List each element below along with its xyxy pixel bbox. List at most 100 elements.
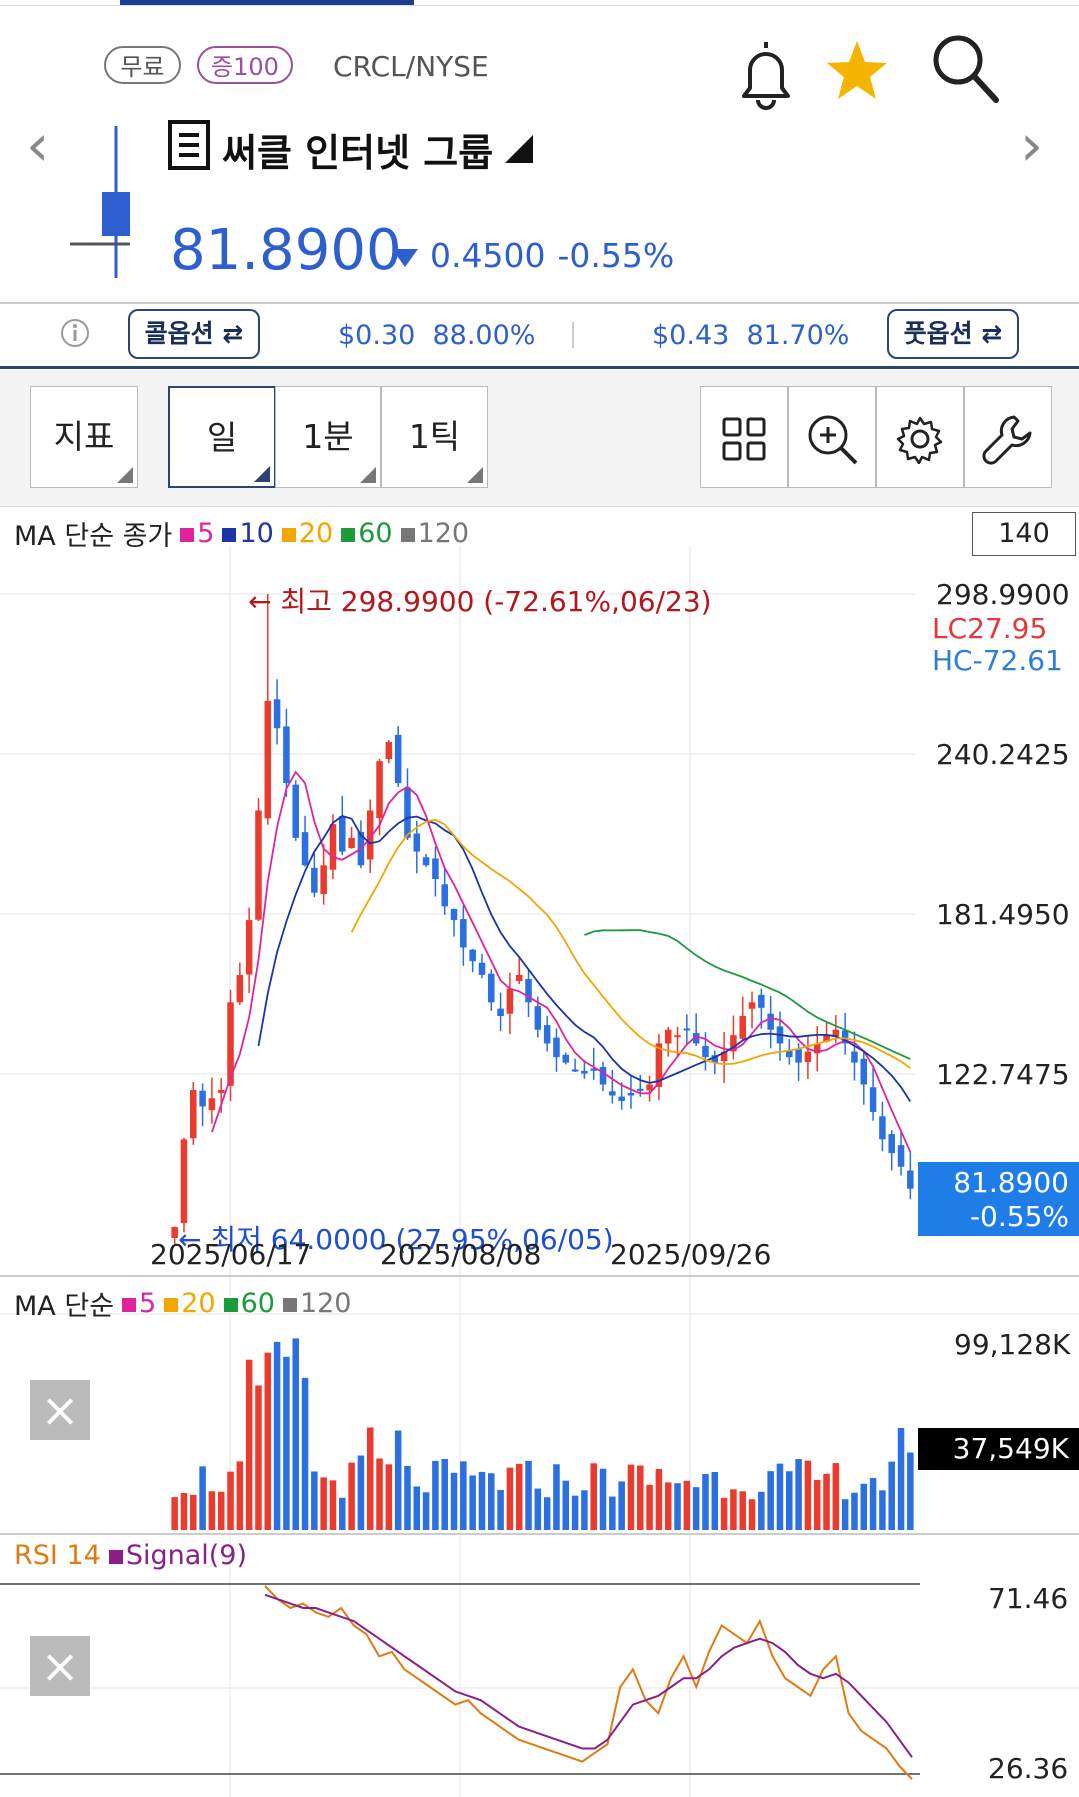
divider (572, 322, 574, 348)
one-tick-button[interactable]: 1틱 (381, 386, 488, 488)
free-badge: 무료 (104, 46, 181, 84)
volume-bar (357, 1455, 365, 1530)
candle-body (767, 1013, 774, 1030)
next-stock-chevron-icon[interactable]: › (1020, 111, 1044, 179)
prev-stock-chevron-icon[interactable]: ‹ (26, 111, 50, 179)
rsi-legend[interactable]: RSI 14 Signal(9) (14, 1540, 247, 1571)
layout-grid-button[interactable] (700, 386, 788, 488)
volume-bar (860, 1483, 868, 1530)
x-tick: 2025/09/26 (610, 1238, 772, 1271)
volume-bar (739, 1491, 746, 1530)
volume-ma-legend[interactable]: MA 단순 5 20 60 120 (14, 1284, 351, 1323)
call-option-button[interactable]: 콜옵션 ⇄ (128, 309, 260, 359)
daily-period-button[interactable]: 일 (168, 386, 276, 488)
volume-bar (180, 1493, 188, 1530)
volume-bar (897, 1428, 905, 1530)
volume-bar (255, 1385, 262, 1530)
call-price: $0.30 (338, 320, 416, 351)
volume-y-tick: 99,128K (954, 1328, 1071, 1361)
settings-button[interactable] (876, 386, 964, 488)
candle-icon (68, 126, 130, 278)
volume-bar (655, 1468, 663, 1530)
volume-bar (711, 1471, 719, 1530)
search-icon[interactable] (930, 32, 1000, 104)
call-option-label: 콜옵션 (144, 319, 214, 348)
candle-body (609, 1091, 616, 1096)
volume-bar (301, 1377, 309, 1530)
lc-label: LC27.95 (932, 612, 1048, 645)
put-pct: 81.70% (746, 320, 850, 351)
candle-body (618, 1096, 625, 1101)
divider (0, 506, 1079, 507)
volume-bar (534, 1488, 542, 1530)
one-minute-button[interactable]: 1분 (275, 386, 381, 488)
put-price: $0.43 (652, 320, 730, 351)
candle-body (236, 974, 244, 1003)
volume-bar (478, 1471, 486, 1530)
candle-body (702, 1046, 709, 1058)
candle-body (450, 908, 458, 921)
rsi-label: RSI 14 (14, 1540, 101, 1571)
info-icon[interactable] (60, 318, 90, 348)
candle-body (273, 699, 281, 729)
stock-title[interactable]: 써클 인터넷 그룹 (168, 120, 534, 179)
volume-bar (543, 1497, 551, 1530)
price-chart[interactable] (0, 506, 1079, 1797)
volume-bar (832, 1463, 840, 1530)
one-minute-label: 1분 (302, 417, 354, 456)
volume-bar (646, 1484, 653, 1530)
volume-bar (618, 1481, 625, 1530)
price-ma-legend[interactable]: MA 단순 종가 5 10 20 60 120 (14, 514, 469, 553)
close-volume-panel-icon[interactable]: × (30, 1380, 90, 1440)
volume-bar (599, 1468, 607, 1530)
volume-bar (236, 1461, 244, 1530)
volume-bar (692, 1487, 700, 1530)
close-rsi-panel-icon[interactable]: × (30, 1636, 90, 1696)
price-y-tick: 122.7475 (936, 1058, 1070, 1091)
candle-body (208, 1098, 216, 1111)
price-y-tick: 181.4950 (936, 898, 1070, 931)
list-icon (168, 120, 210, 179)
candle-body (590, 1068, 597, 1071)
volume-bar (497, 1489, 504, 1530)
candle-body (711, 1055, 719, 1063)
bell-icon[interactable] (738, 38, 794, 110)
candle-body (525, 979, 532, 1003)
indicator-button[interactable]: 지표 (30, 386, 138, 488)
volume-bar (329, 1480, 337, 1530)
zoom-button[interactable] (788, 386, 876, 488)
tools-button[interactable] (964, 386, 1052, 488)
zoom-in-icon (808, 415, 858, 464)
volume-bar (571, 1495, 579, 1530)
candle-body (739, 1016, 746, 1039)
stock-name: 써클 인터넷 그룹 (222, 131, 494, 175)
refresh-icon: ⇄ (972, 319, 1003, 348)
volume-bar (190, 1494, 197, 1530)
volume-bar (441, 1458, 448, 1530)
candle-body (720, 1051, 728, 1062)
high-note: ← 최고 298.9900 (-72.61%,06/23) (248, 585, 712, 618)
candle-body (897, 1145, 905, 1167)
volume-bar (627, 1464, 635, 1530)
favorite-star-icon[interactable] (824, 38, 890, 104)
volume-bar (311, 1471, 318, 1530)
ma120-legend: 120 (400, 518, 469, 549)
candle-body (730, 1035, 737, 1052)
volume-bar (506, 1467, 514, 1530)
period-count-box[interactable]: 140 (972, 512, 1076, 556)
put-option-value: $0.43 81.70% (652, 320, 849, 351)
volume-bar (413, 1486, 421, 1530)
candle-body (320, 865, 327, 894)
ma10-line (257, 815, 912, 1102)
last-price: 81.8900 (953, 1166, 1069, 1199)
candle-body (664, 1029, 672, 1044)
candle-body (599, 1066, 607, 1085)
candle-body (758, 994, 765, 1008)
volume-bar (581, 1490, 588, 1530)
put-option-button[interactable]: 풋옵션 ⇄ (887, 309, 1019, 359)
candle-body (786, 1050, 793, 1058)
candle-body (422, 857, 430, 866)
candle-body (674, 1035, 681, 1038)
volume-bar (851, 1492, 858, 1530)
candle-body (804, 1051, 812, 1063)
